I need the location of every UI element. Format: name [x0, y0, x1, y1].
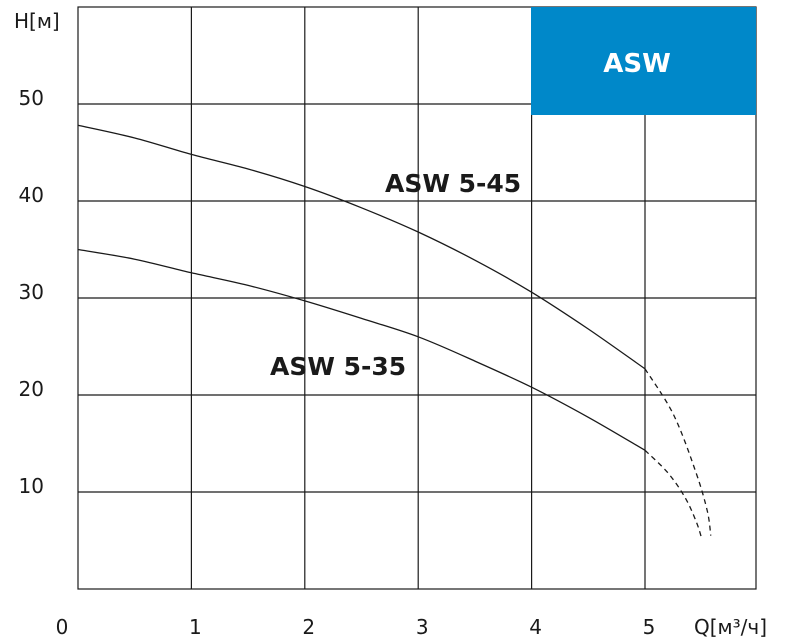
x-tick-label: 5	[643, 615, 656, 639]
y-axis-label: H[м]	[14, 9, 60, 33]
x-tick-label: 0	[56, 615, 69, 639]
x-tick-label: 3	[416, 615, 429, 639]
series-label-asw-5-35: ASW 5-35	[270, 352, 406, 381]
series-label-asw-5-45: ASW 5-45	[385, 169, 521, 198]
y-tick-label: 40	[19, 183, 44, 207]
x-tick-label: 2	[302, 615, 315, 639]
chart-badge: ASW	[531, 7, 756, 115]
series-line-1	[77, 248, 646, 451]
badge-background	[531, 7, 756, 115]
y-tick-label: 10	[19, 474, 44, 498]
series-curves	[77, 124, 712, 539]
tick-labels: 0 1 2 3 4 5 10 20 30 40 50	[19, 86, 656, 639]
x-tick-label: 4	[529, 615, 542, 639]
series-dashed-tail-0	[644, 368, 712, 536]
y-tick-label: 20	[19, 377, 44, 401]
badge-title: ASW	[603, 49, 671, 79]
series-line-0	[77, 124, 646, 370]
y-tick-label: 30	[19, 280, 44, 304]
x-axis-label: Q[м³/ч]	[694, 615, 767, 639]
series-dashed-tail-1	[644, 449, 703, 539]
y-tick-label: 50	[19, 86, 44, 110]
x-tick-label: 1	[189, 615, 202, 639]
